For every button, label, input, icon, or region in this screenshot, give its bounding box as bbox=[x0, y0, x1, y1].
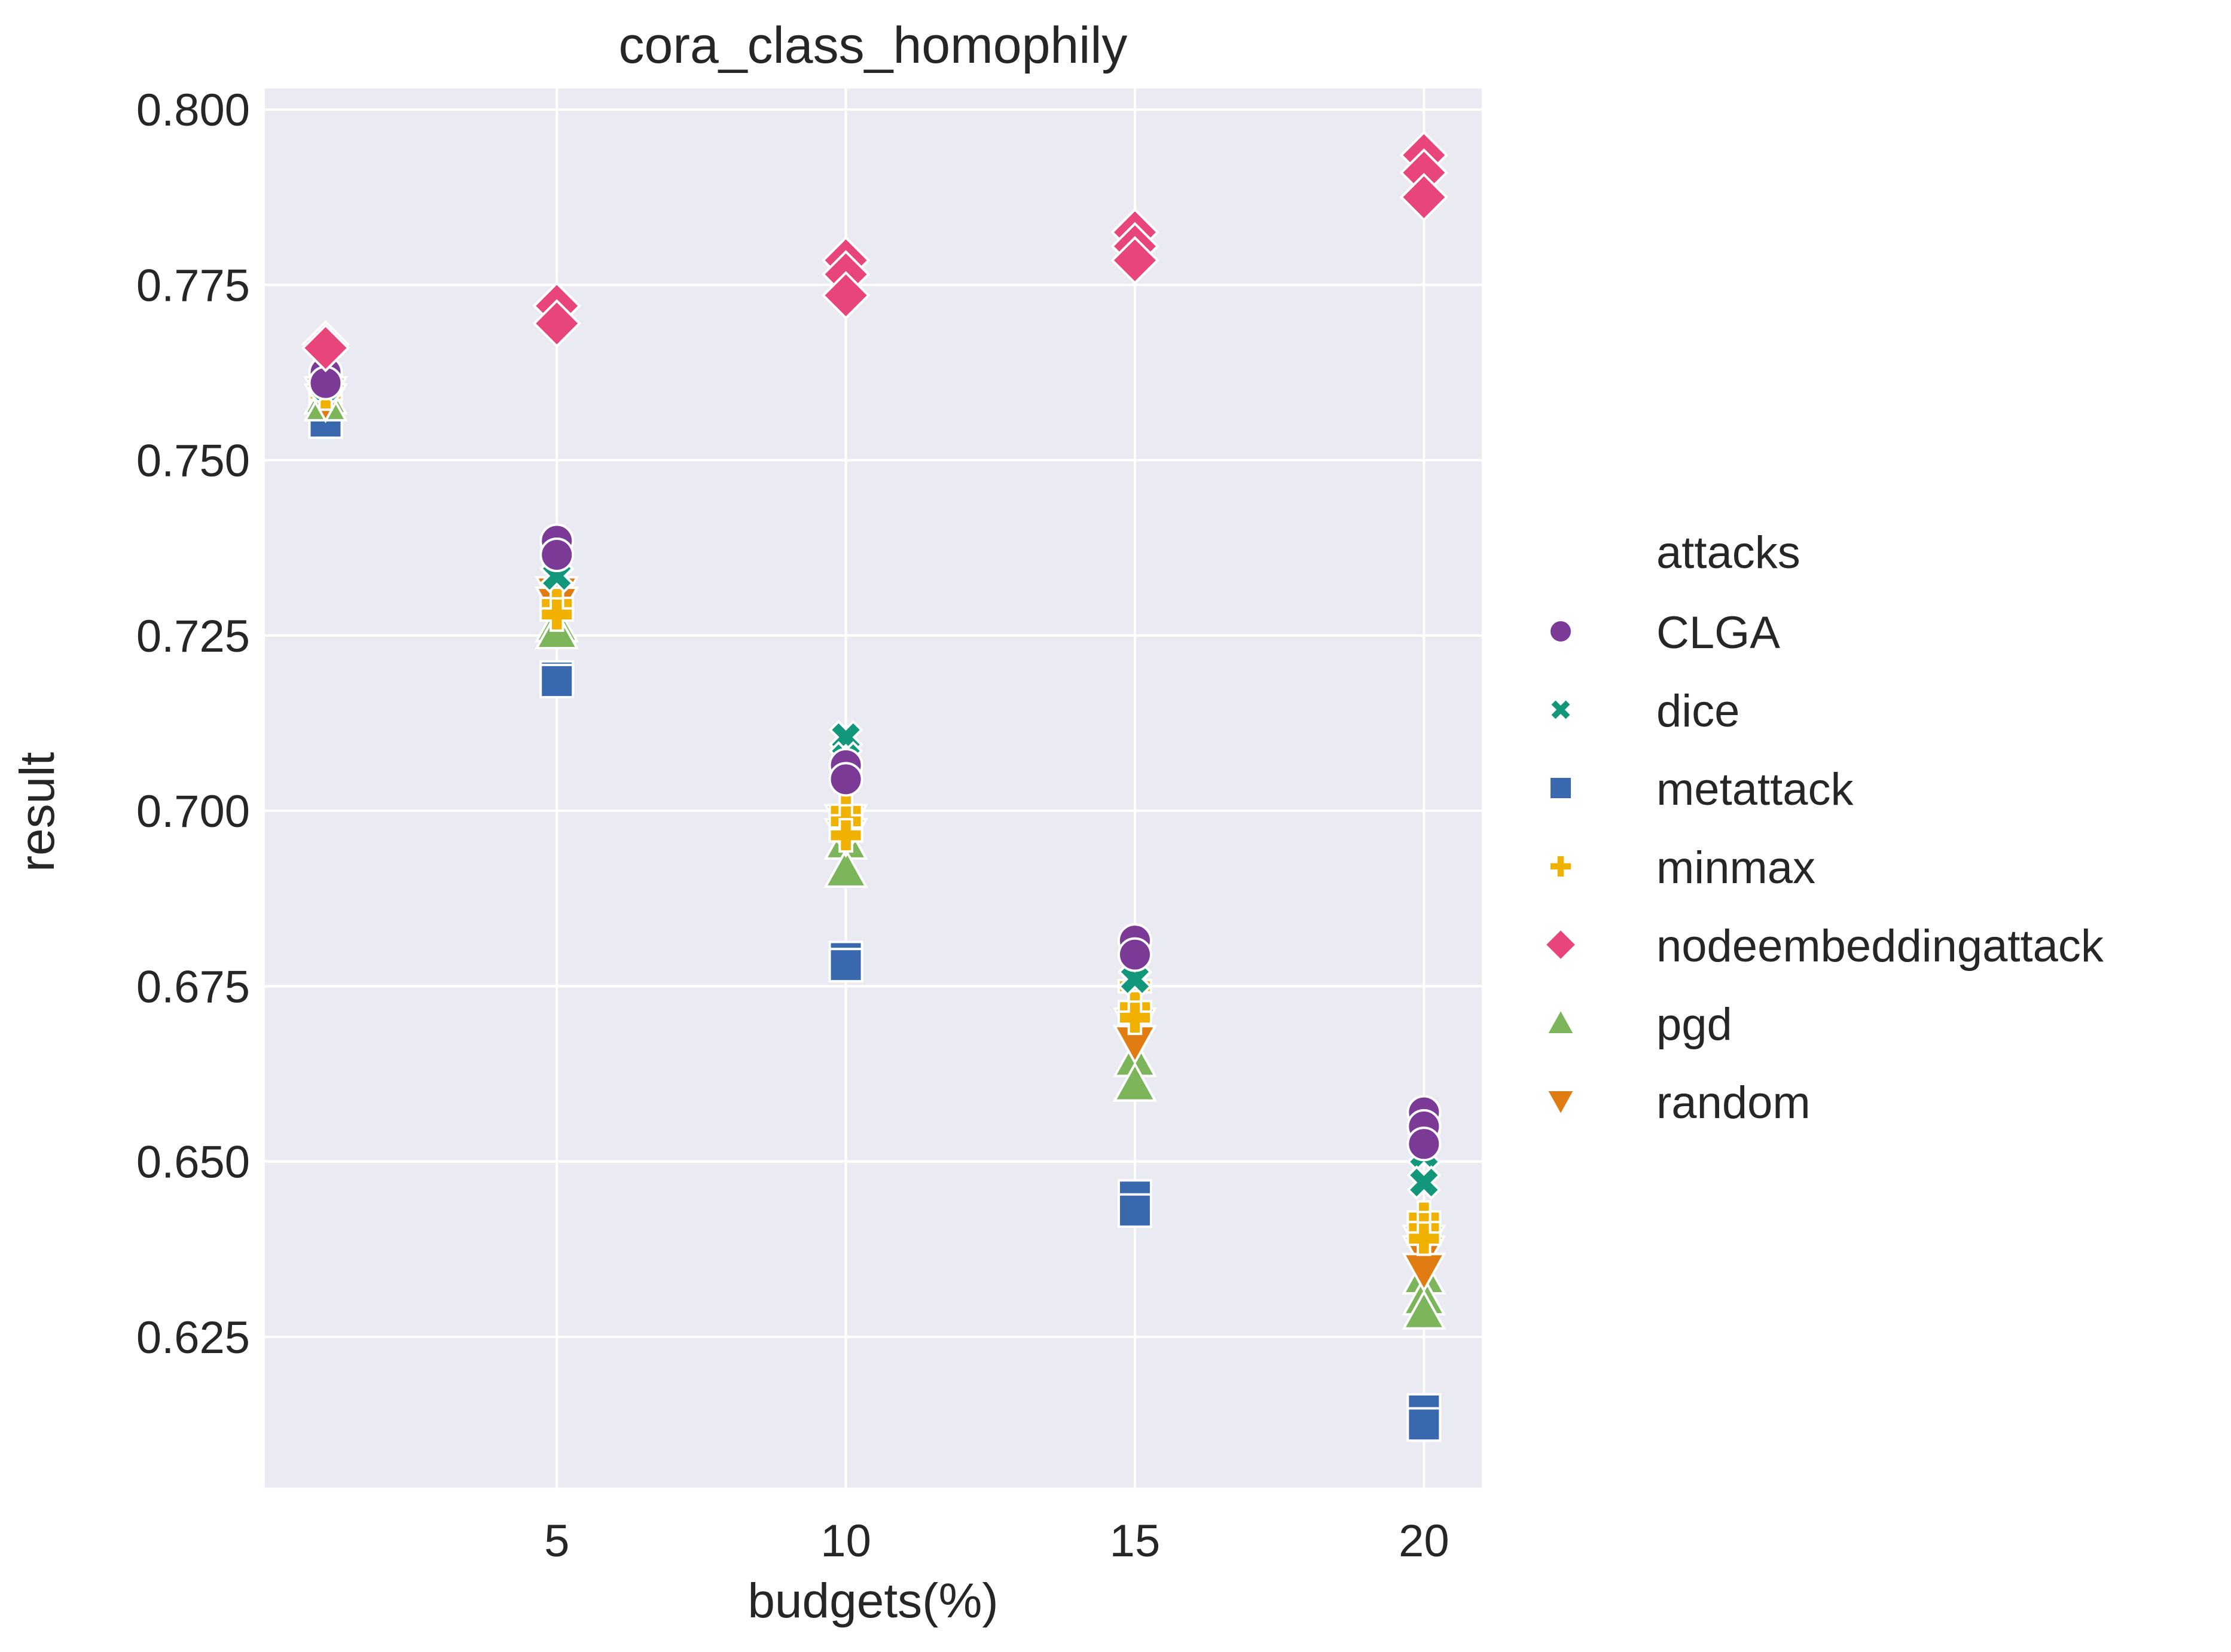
legend-label: metattack bbox=[1656, 764, 1854, 815]
data-point-minmax bbox=[539, 597, 575, 632]
legend-marker-dice bbox=[1548, 697, 1574, 723]
data-point-nodeembeddingattack bbox=[821, 271, 871, 320]
data-point-clga bbox=[539, 538, 575, 572]
y-tick-label: 0.675 bbox=[136, 961, 250, 1012]
legend-marker-minmax bbox=[1548, 854, 1573, 879]
x-tick-label: 20 bbox=[1399, 1516, 1449, 1567]
data-point-clga bbox=[828, 762, 863, 797]
data-point-clga bbox=[1117, 937, 1152, 972]
legend-label: minmax bbox=[1656, 842, 1815, 893]
y-tick-label: 0.775 bbox=[136, 260, 250, 311]
y-tick-label: 0.625 bbox=[136, 1312, 250, 1363]
data-point-metattack bbox=[1117, 1193, 1152, 1228]
gridlines bbox=[265, 88, 1482, 1488]
data-point-minmax bbox=[1406, 1221, 1442, 1256]
legend-label: dice bbox=[1656, 686, 1739, 737]
plot-area bbox=[265, 88, 1482, 1488]
data-point-metattack bbox=[539, 664, 575, 699]
data-point-minmax bbox=[1117, 1000, 1152, 1036]
legend-items: CLGA dice metattack minmax nodeembeddingatta… bbox=[1543, 607, 2104, 1128]
y-axis-label: result bbox=[10, 752, 65, 872]
y-tick-label: 0.700 bbox=[136, 786, 250, 837]
legend-label: CLGA bbox=[1656, 607, 1780, 658]
legend-label: pgd bbox=[1656, 999, 1732, 1050]
legend-marker-metattack bbox=[1548, 775, 1573, 801]
data-point-pgd bbox=[823, 847, 868, 888]
x-tick-label: 15 bbox=[1110, 1516, 1161, 1567]
legend-marker-pgd bbox=[1544, 1006, 1577, 1036]
legend-marker-random bbox=[1544, 1089, 1577, 1118]
data-point-pgd bbox=[1402, 1289, 1446, 1330]
x-tick-label: 10 bbox=[820, 1516, 871, 1567]
x-axis-ticks: 5 10 15 20 bbox=[544, 1516, 1449, 1567]
data-point-pgd bbox=[1112, 1061, 1158, 1102]
data-point-nodeembeddingattack bbox=[1110, 236, 1159, 285]
y-tick-label: 0.800 bbox=[136, 85, 250, 136]
legend-marker-nodeembeddingattack bbox=[1543, 927, 1579, 963]
x-tick-label: 5 bbox=[544, 1516, 569, 1567]
data-point-nodeembeddingattack bbox=[1399, 173, 1448, 222]
legend-title: attacks bbox=[1656, 527, 1800, 578]
legend-marker-clga bbox=[1548, 619, 1573, 644]
data-point-nodeembeddingattack bbox=[301, 323, 350, 372]
data-point-dice bbox=[1406, 1165, 1442, 1200]
data-point-minmax bbox=[828, 818, 863, 853]
data-points bbox=[301, 130, 1448, 1442]
data-point-nodeembeddingattack bbox=[532, 299, 581, 348]
data-point-metattack bbox=[828, 948, 863, 983]
legend-label: nodeembeddingattack bbox=[1656, 921, 2104, 972]
data-point-metattack bbox=[1406, 1407, 1442, 1442]
x-axis-label: budgets(%) bbox=[747, 1574, 998, 1628]
data-point-clga bbox=[1406, 1126, 1442, 1162]
y-tick-label: 0.650 bbox=[136, 1137, 250, 1188]
legend: attacks CLGA dice metattack minmax nodeembed… bbox=[1543, 527, 2104, 1128]
y-tick-label: 0.750 bbox=[136, 436, 250, 487]
chart-title: cora_class_homophily bbox=[619, 17, 1128, 74]
y-axis-ticks: 0.625 0.650 0.675 0.700 0.725 0.750 0.775 0.800 bbox=[136, 85, 250, 1363]
y-tick-label: 0.725 bbox=[136, 611, 250, 662]
legend-label: random bbox=[1656, 1077, 1811, 1128]
